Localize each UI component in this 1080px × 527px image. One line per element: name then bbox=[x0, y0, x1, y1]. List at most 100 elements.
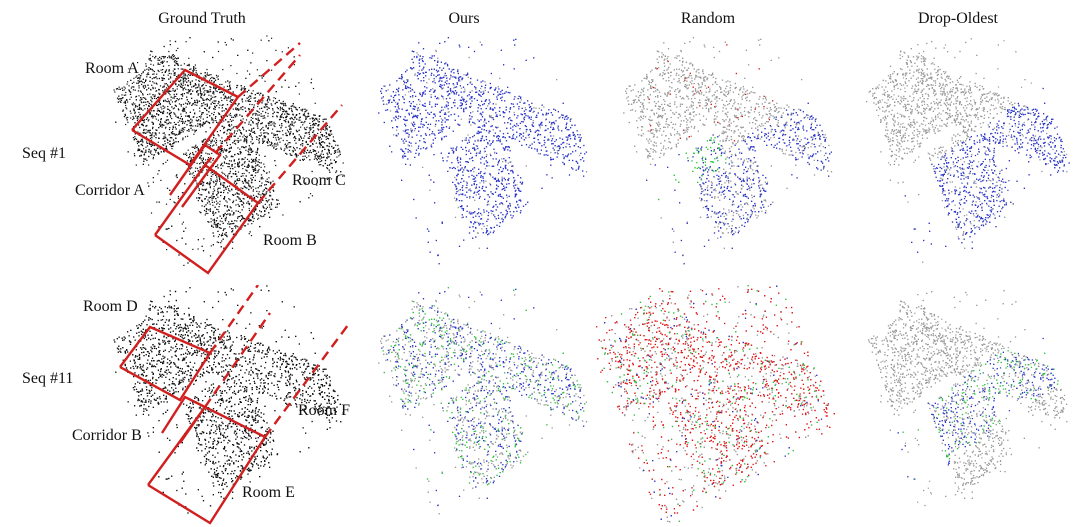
point-cloud-dot bbox=[203, 76, 205, 78]
point-cloud-dot bbox=[215, 226, 217, 228]
point-cloud-dot bbox=[134, 106, 136, 108]
point-cloud-dot bbox=[229, 118, 231, 121]
point-cloud-dot bbox=[157, 96, 159, 99]
point-cloud-dot bbox=[126, 99, 128, 101]
point-cloud-dot bbox=[316, 118, 318, 120]
point-cloud-dot bbox=[279, 106, 281, 108]
point-cloud-dot bbox=[313, 117, 315, 119]
point-cloud-dot bbox=[152, 94, 154, 96]
point-cloud-dot bbox=[136, 75, 138, 77]
point-cloud-dot bbox=[210, 178, 212, 180]
point-cloud-dot bbox=[195, 84, 197, 86]
point-cloud-dot bbox=[229, 167, 232, 170]
point-cloud-dot bbox=[213, 77, 216, 80]
point-cloud-dot bbox=[187, 149, 189, 151]
point-cloud-dot bbox=[226, 235, 228, 238]
point-cloud-dot bbox=[254, 97, 257, 99]
point-cloud-dot bbox=[191, 146, 193, 148]
point-cloud-dot bbox=[303, 113, 305, 115]
point-cloud-dot bbox=[220, 151, 222, 153]
point-cloud-dot bbox=[224, 233, 226, 235]
point-cloud-dot bbox=[277, 136, 279, 138]
point-cloud-dot bbox=[275, 101, 277, 104]
point-cloud-dot bbox=[322, 120, 324, 123]
point-cloud-dot bbox=[135, 96, 137, 98]
point-cloud-dot bbox=[201, 200, 204, 203]
point-cloud-dot bbox=[198, 189, 200, 191]
point-cloud-dot bbox=[218, 191, 220, 193]
point-cloud-dot bbox=[150, 88, 152, 91]
row-label-seq11: Seq #11 bbox=[22, 370, 73, 388]
point-cloud-dot bbox=[201, 151, 203, 154]
point-cloud-dot bbox=[197, 170, 199, 172]
point-cloud-dot bbox=[164, 90, 166, 92]
point-cloud-dot bbox=[241, 193, 243, 195]
point-cloud-dot bbox=[201, 245, 203, 247]
point-cloud-dot bbox=[137, 140, 139, 142]
point-cloud-dot bbox=[305, 128, 307, 131]
point-cloud-dot bbox=[234, 102, 236, 104]
point-cloud-dot bbox=[261, 216, 263, 218]
point-cloud-dot bbox=[234, 142, 236, 144]
point-cloud-dot bbox=[267, 127, 269, 129]
point-cloud-dot bbox=[284, 110, 286, 112]
point-cloud-dot bbox=[283, 149, 285, 152]
point-cloud-dot bbox=[195, 67, 197, 69]
point-cloud-dot bbox=[167, 57, 169, 59]
point-cloud-dot bbox=[195, 119, 197, 121]
point-cloud-dot bbox=[192, 90, 194, 92]
point-cloud-dot bbox=[275, 145, 277, 147]
point-cloud-dot bbox=[210, 218, 212, 220]
point-cloud-dot bbox=[186, 75, 189, 77]
point-cloud-dot bbox=[315, 142, 317, 144]
point-cloud-dot bbox=[197, 248, 199, 250]
point-cloud-dot bbox=[159, 120, 162, 123]
point-cloud-dot bbox=[250, 95, 252, 97]
point-cloud-dot bbox=[265, 126, 267, 128]
point-cloud-dot bbox=[252, 220, 254, 222]
point-cloud-dot bbox=[174, 90, 176, 92]
point-cloud-dot bbox=[234, 114, 236, 116]
point-cloud-dot bbox=[259, 108, 261, 110]
point-cloud-dot bbox=[208, 107, 210, 109]
point-cloud-dot bbox=[149, 57, 151, 60]
point-cloud-dot bbox=[150, 104, 153, 106]
point-cloud-dot bbox=[203, 139, 205, 141]
point-cloud-dot bbox=[196, 102, 199, 104]
point-cloud-dot bbox=[318, 121, 320, 123]
point-cloud-dot bbox=[220, 115, 222, 117]
point-cloud-dot bbox=[152, 115, 154, 118]
point-cloud-dot bbox=[267, 112, 269, 115]
point-cloud-dot bbox=[195, 87, 197, 89]
point-cloud-dot bbox=[271, 69, 273, 71]
point-cloud-dot bbox=[197, 94, 199, 96]
point-cloud-dot bbox=[237, 163, 239, 165]
point-cloud-dot bbox=[318, 115, 320, 117]
point-cloud-dot bbox=[211, 195, 213, 197]
point-cloud-dot bbox=[191, 167, 193, 169]
point-cloud-dot bbox=[288, 142, 290, 144]
point-cloud-dot bbox=[285, 116, 287, 118]
point-cloud-dot bbox=[312, 135, 314, 137]
point-cloud-dot bbox=[151, 101, 153, 103]
point-cloud-dot bbox=[257, 110, 259, 112]
point-cloud-dot bbox=[193, 85, 195, 88]
point-cloud-dot bbox=[184, 153, 186, 155]
point-cloud-dot bbox=[214, 190, 216, 192]
point-cloud-dot bbox=[221, 91, 223, 93]
point-cloud-dot bbox=[268, 107, 270, 109]
point-cloud-dot bbox=[172, 90, 174, 92]
point-cloud-dot bbox=[221, 142, 223, 144]
point-cloud-dot bbox=[217, 164, 219, 166]
point-cloud-dot bbox=[207, 74, 209, 76]
point-cloud-dot bbox=[175, 133, 177, 135]
point-cloud-dot bbox=[144, 119, 146, 121]
point-cloud-dot bbox=[170, 112, 172, 114]
point-cloud-dot bbox=[125, 123, 127, 126]
point-cloud-dot bbox=[272, 136, 275, 138]
point-cloud-dot bbox=[296, 131, 298, 133]
point-cloud-dot bbox=[212, 212, 214, 214]
point-cloud-dot bbox=[326, 127, 328, 129]
point-cloud-dot bbox=[302, 158, 304, 161]
point-cloud-dot bbox=[200, 183, 202, 185]
